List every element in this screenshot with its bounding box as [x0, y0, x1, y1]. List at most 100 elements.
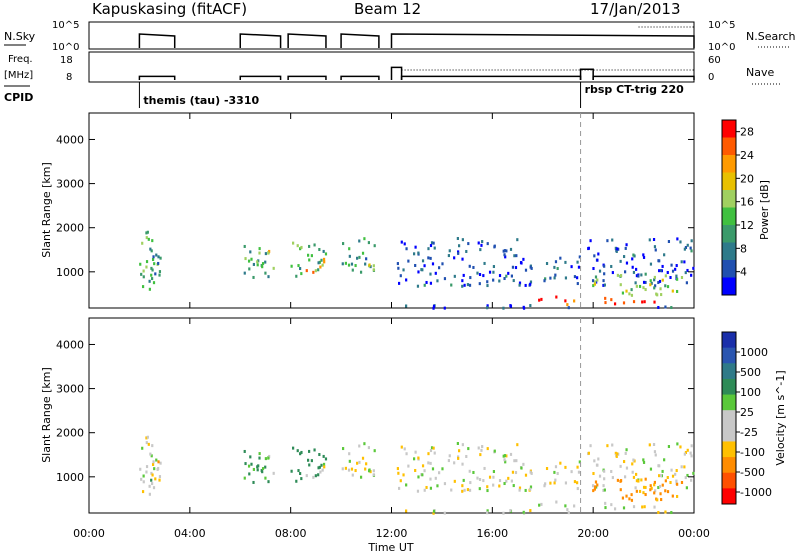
- power-cell: [613, 302, 617, 306]
- velocity-cell: [683, 465, 686, 469]
- velocity-cell: [145, 465, 149, 469]
- velocity-cell: [141, 446, 144, 450]
- power-cell: [556, 267, 559, 271]
- velocity-cell: [520, 466, 523, 470]
- power-cell: [399, 274, 402, 278]
- velocity-cell: [514, 471, 518, 475]
- velocity-cell: [653, 480, 656, 484]
- power-cell: [492, 265, 496, 269]
- power-cell: [341, 242, 345, 246]
- power-cell: [642, 286, 645, 290]
- power-cell: [593, 282, 596, 286]
- power-cell: [573, 275, 577, 279]
- velocity-cell: [261, 467, 265, 471]
- power-cell: [145, 231, 148, 235]
- y-tick-label: 1000: [56, 266, 84, 279]
- y-tick-label: 2000: [56, 222, 84, 235]
- velocity-cell: [256, 465, 259, 469]
- power-cell: [306, 253, 310, 257]
- power-cell: [434, 271, 437, 275]
- nsky-label: N.Sky: [4, 30, 36, 43]
- velocity-cell: [308, 463, 311, 467]
- velocity-cell: [272, 471, 275, 475]
- velocity-cell: [630, 493, 633, 497]
- power-cell: [472, 265, 475, 269]
- power-cell: [690, 239, 693, 243]
- power-cell: [290, 264, 293, 268]
- velocity-cell: [642, 485, 646, 489]
- power-cell: [405, 278, 408, 282]
- power-cell: [405, 247, 408, 251]
- velocity-cell: [613, 507, 617, 511]
- power-cell: [468, 283, 472, 287]
- velocity-cell: [348, 459, 351, 463]
- power-cell: [690, 273, 693, 277]
- power-cell: [515, 254, 518, 258]
- velocity-cell: [433, 451, 436, 455]
- velocity-cell: [399, 479, 402, 483]
- velocity-cell: [644, 485, 647, 489]
- power-cell: [653, 278, 656, 282]
- nsky-segment: [138, 33, 176, 48]
- velocity-cell: [397, 471, 400, 475]
- velocity-cell: [295, 479, 298, 483]
- y-tick-label: 1000: [56, 471, 84, 484]
- velocity-cell: [457, 449, 461, 453]
- power-colorbar-label: 12: [740, 219, 754, 232]
- power-cell: [447, 254, 450, 258]
- velocity-cell: [637, 479, 640, 483]
- power-cell: [397, 266, 400, 270]
- freq-panel: Freq. [MHz] 18 8 60 0 Nave: [4, 51, 780, 85]
- velocity-cell: [512, 484, 515, 488]
- power-cell: [272, 266, 275, 270]
- power-cell: [520, 261, 523, 265]
- power-cell: [660, 293, 663, 297]
- velocity-cell: [267, 456, 270, 460]
- power-cell: [299, 247, 302, 251]
- velocity-cell: [644, 477, 647, 481]
- velocity-cell: [344, 466, 348, 470]
- velocity-cell: [632, 458, 635, 462]
- power-cell: [664, 305, 667, 309]
- power-cell: [256, 263, 259, 267]
- power-colorbar: 28 24 20 16 12 8 4 Power [dB]: [721, 119, 771, 296]
- power-cell: [476, 271, 479, 275]
- power-cell: [653, 275, 656, 279]
- velocity-cell: [465, 454, 468, 458]
- power-cell: [538, 298, 541, 302]
- velocity-cell: [657, 486, 660, 490]
- velocity-cell: [477, 446, 480, 450]
- power-cell: [354, 264, 357, 268]
- power-cell: [604, 301, 607, 305]
- freq-segment: [138, 75, 176, 80]
- velocity-cell: [447, 459, 450, 463]
- power-cell: [477, 241, 480, 245]
- velocity-cell: [648, 443, 651, 447]
- power-scatter: [139, 230, 695, 310]
- power-cell: [564, 276, 568, 280]
- power-cell: [619, 274, 623, 278]
- velocity-colorbar-swatch: [722, 441, 736, 458]
- velocity-cell: [372, 469, 375, 473]
- nsky-segment: [390, 33, 695, 48]
- velocity-cell: [431, 467, 435, 471]
- power-cell: [150, 273, 153, 277]
- power-cell: [146, 230, 149, 234]
- power-cell: [492, 270, 495, 274]
- power-cell: [504, 255, 507, 259]
- power-cell: [347, 263, 351, 267]
- velocity-cell: [518, 488, 521, 492]
- power-cell: [457, 244, 461, 248]
- velocity-cell: [690, 454, 693, 458]
- power-cell: [457, 250, 460, 254]
- velocity-cell: [680, 465, 683, 469]
- velocity-cell: [145, 441, 148, 445]
- power-cell: [429, 244, 433, 248]
- power-cell: [423, 283, 426, 287]
- power-cell: [631, 265, 634, 269]
- velocity-colorbar-label: -100: [740, 446, 765, 459]
- velocity-cell: [414, 450, 417, 454]
- velocity-cell: [676, 482, 679, 486]
- power-cell: [606, 239, 609, 243]
- power-cell: [443, 306, 446, 310]
